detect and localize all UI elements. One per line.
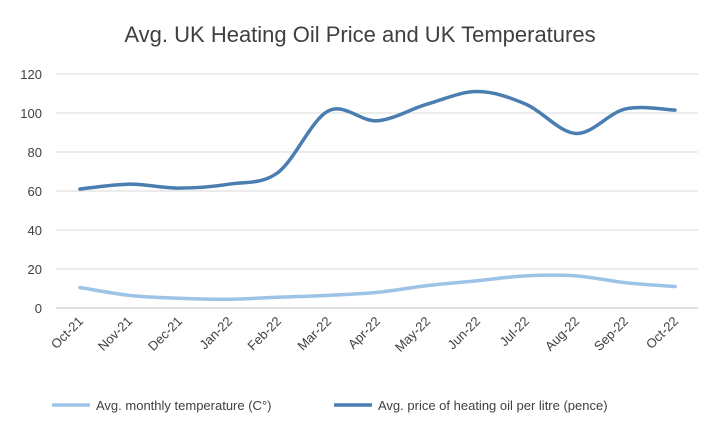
temperature-series-line <box>78 273 677 302</box>
x-tick-label: Dec-21 <box>145 314 185 354</box>
x-tick-label: Oct-21 <box>48 314 86 352</box>
x-tick-label: Oct-22 <box>643 314 681 352</box>
x-tick-label: Aug-22 <box>542 314 582 354</box>
y-tick-label: 100 <box>20 106 42 121</box>
y-tick-label: 0 <box>35 301 42 316</box>
y-tick-label: 40 <box>28 223 42 238</box>
x-tick-label: Nov-21 <box>95 314 135 354</box>
y-tick-label: 80 <box>28 145 42 160</box>
x-tick-label: Jul-22 <box>496 314 532 350</box>
gridlines <box>56 73 698 309</box>
x-tick-label: Apr-22 <box>345 314 383 352</box>
legend: Avg. monthly temperature (C°) Avg. price … <box>52 398 608 413</box>
x-tick-label: Jun-22 <box>444 314 483 353</box>
oil-price-series-line <box>78 89 677 191</box>
legend-label: Avg. monthly temperature (C°) <box>96 398 271 413</box>
series-lines <box>78 89 677 302</box>
x-tick-label: Mar-22 <box>294 314 334 354</box>
x-tick-label: Feb-22 <box>244 314 284 354</box>
x-tick-label: Jan-22 <box>196 314 235 353</box>
x-axis-ticks: Oct-21 Nov-21 Dec-21 Jan-22 Feb-22 Mar-22 Apr-… <box>48 314 681 355</box>
y-tick-label: 60 <box>28 184 42 199</box>
legend-label: Avg. price of heating oil per litre (pen… <box>378 398 608 413</box>
chart-title: Avg. UK Heating Oil Price and UK Tempera… <box>124 22 595 47</box>
y-tick-label: 120 <box>20 67 42 82</box>
x-tick-label: Sep-22 <box>591 314 631 354</box>
x-tick-label: May-22 <box>392 314 433 355</box>
y-axis-ticks: 0 20 40 60 80 100 120 <box>20 67 42 316</box>
y-tick-label: 20 <box>28 262 42 277</box>
